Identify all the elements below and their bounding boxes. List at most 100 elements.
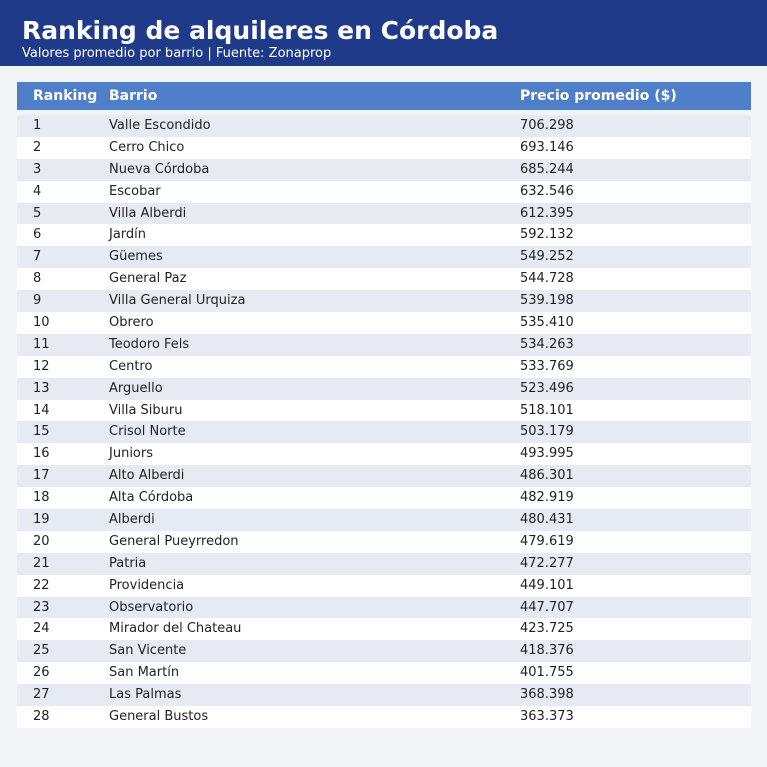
table-cell: 423.725	[520, 621, 574, 637]
table-body: 1 Valle Escondido 706.298 2 Cerro Chico 693.1…	[17, 115, 751, 728]
table-row: 7 Güemes 549.252	[17, 246, 751, 269]
table-cell: 472.277	[520, 555, 574, 571]
table-cell: Patria	[109, 555, 147, 571]
table-row: 4 Escobar 632.546	[17, 180, 751, 203]
table-cell: 612.395	[520, 205, 574, 221]
table-cell: 9	[33, 293, 42, 309]
table-row: 9 Villa General Urquiza 539.198	[17, 290, 751, 313]
table-cell: 363.373	[520, 709, 574, 725]
title: Ranking de alquileres en Córdoba	[22, 16, 499, 45]
table-cell: Las Palmas	[109, 687, 182, 703]
table-cell: 539.198	[520, 293, 574, 309]
table-cell: Mirador del Chateau	[109, 621, 242, 637]
column-header: Precio promedio ($)	[520, 88, 677, 104]
table-cell: Escobar	[109, 183, 161, 199]
table-row: 13 Arguello 523.496	[17, 377, 751, 400]
table-cell: Teodoro Fels	[109, 336, 190, 352]
table-row: 10 Obrero 535.410	[17, 312, 751, 334]
table-row: 24 Mirador del Chateau 423.725	[17, 618, 751, 641]
table-cell: 534.263	[520, 336, 574, 352]
table-row: 22 Providencia 449.101	[17, 574, 751, 597]
table-cell: 368.398	[520, 687, 574, 703]
table-row: 1 Valle Escondido 706.298	[17, 115, 751, 137]
table-cell: 2	[33, 139, 42, 155]
table-cell: 27	[33, 687, 50, 703]
table-cell: 11	[33, 336, 50, 352]
table-cell: 24	[33, 621, 50, 637]
table-cell: 19	[33, 512, 50, 528]
table-row: 20 General Pueyrredon 479.619	[17, 530, 751, 553]
table-row: 25 San Vicente 418.376	[17, 640, 751, 663]
table-row: 27 Las Palmas 368.398	[17, 684, 751, 707]
table-cell: Crisol Norte	[109, 424, 186, 440]
table-cell: 4	[33, 183, 42, 199]
table-cell: 18	[33, 490, 50, 506]
table-cell: 493.995	[520, 446, 574, 462]
table-row: 14 Villa Siburu 518.101	[17, 399, 751, 422]
table-cell: 447.707	[520, 599, 574, 615]
table-cell: 523.496	[520, 380, 574, 396]
table-row: 16 Juniors 493.995	[17, 443, 751, 466]
table-cell: 549.252	[520, 249, 574, 265]
table-cell: Juniors	[109, 446, 153, 462]
table-cell: 449.101	[520, 577, 574, 593]
table-cell: Valle Escondido	[109, 118, 211, 133]
table-cell: 693.146	[520, 139, 574, 155]
table-cell: Alberdi	[109, 512, 155, 528]
table-cell: 28	[33, 709, 50, 725]
table-cell: 10	[33, 315, 50, 331]
table-cell: Obrero	[109, 315, 154, 331]
table-cell: Providencia	[109, 577, 185, 593]
table-cell: 25	[33, 643, 50, 659]
table-cell: 16	[33, 446, 50, 462]
column-header: Ranking	[33, 88, 98, 104]
table-cell: 15	[33, 424, 50, 440]
table-row: 3 Nueva Córdoba 685.244	[17, 158, 751, 181]
table-cell: Alto Alberdi	[109, 468, 185, 484]
table-row: 28 General Bustos 363.373	[17, 706, 751, 728]
table-cell: Centro	[109, 358, 153, 374]
table-row: 19 Alberdi 480.431	[17, 509, 751, 531]
table-cell: 17	[33, 468, 50, 484]
table-cell: 685.244	[520, 161, 574, 177]
column-header: Barrio	[109, 88, 158, 104]
table-cell: Güemes	[109, 249, 163, 265]
table-cell: 518.101	[520, 402, 574, 418]
table-cell: Jardín	[109, 227, 147, 243]
table-cell: 1	[33, 118, 42, 133]
table-cell: 23	[33, 599, 50, 615]
table-row: 5 Villa Alberdi 612.395	[17, 202, 751, 225]
table-cell: Alta Córdoba	[109, 490, 194, 506]
table-cell: Villa General Urquiza	[109, 293, 246, 309]
table-cell: 544.728	[520, 271, 574, 287]
table-cell: 418.376	[520, 643, 574, 659]
table-cell: General Paz	[109, 271, 187, 287]
table-row: 6 Jardín 592.132	[17, 224, 751, 247]
table-cell: San Martín	[109, 665, 180, 681]
subtitle: Valores promedio por barrio | Fuente: Zo…	[22, 46, 332, 61]
table-cell: 632.546	[520, 183, 574, 199]
header-row: Ranking Barrio Precio promedio ($)	[17, 82, 751, 110]
table-cell: San Vicente	[109, 643, 187, 659]
table-cell: 535.410	[520, 315, 574, 331]
table-cell: Nueva Córdoba	[109, 161, 210, 177]
table-cell: 482.919	[520, 490, 574, 506]
table-cell: 533.769	[520, 358, 574, 374]
table-cell: 401.755	[520, 665, 574, 681]
table-cell: 706.298	[520, 118, 574, 133]
table-row: 17 Alto Alberdi 486.301	[17, 465, 751, 488]
table-cell: General Pueyrredon	[109, 533, 239, 549]
table: Ranking Barrio Precio promedio ($) 1 Valle …	[17, 82, 751, 728]
table-cell: 486.301	[520, 468, 574, 484]
table-cell: 503.179	[520, 424, 574, 440]
table-row: 2 Cerro Chico 693.146	[17, 136, 751, 159]
table-row: 15 Crisol Norte 503.179	[17, 421, 751, 444]
table-cell: Cerro Chico	[109, 139, 185, 155]
table-row: 18 Alta Córdoba 482.919	[17, 487, 751, 510]
table-cell: 20	[33, 533, 50, 549]
table-cell: General Bustos	[109, 709, 209, 725]
table-cell: 8	[33, 271, 42, 287]
table-row: 8 General Paz 544.728	[17, 268, 751, 291]
table-row: 21 Patria 472.277	[17, 552, 751, 575]
